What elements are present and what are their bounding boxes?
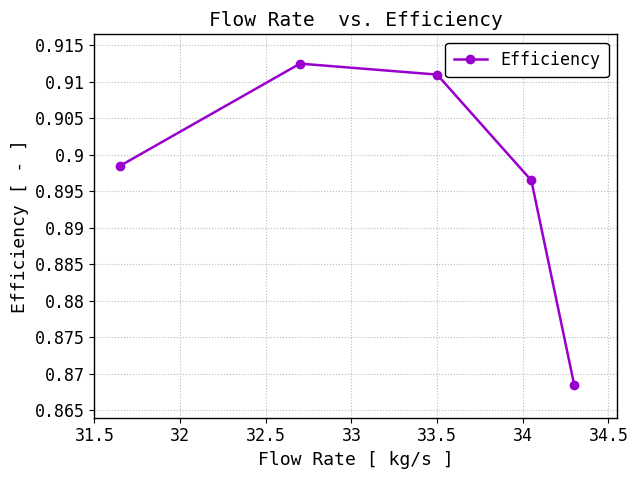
Efficiency xyxy=(570,382,578,388)
Efficiency xyxy=(527,178,535,183)
Y-axis label: Efficiency [ - ]: Efficiency [ - ] xyxy=(11,139,29,313)
Line: Efficiency: Efficiency xyxy=(116,60,579,389)
X-axis label: Flow Rate [ kg/s ]: Flow Rate [ kg/s ] xyxy=(258,451,454,469)
Efficiency xyxy=(433,72,441,77)
Efficiency xyxy=(116,163,124,168)
Legend: Efficiency: Efficiency xyxy=(445,43,609,77)
Title: Flow Rate  vs. Efficiency: Flow Rate vs. Efficiency xyxy=(209,11,502,30)
Efficiency xyxy=(296,61,304,67)
